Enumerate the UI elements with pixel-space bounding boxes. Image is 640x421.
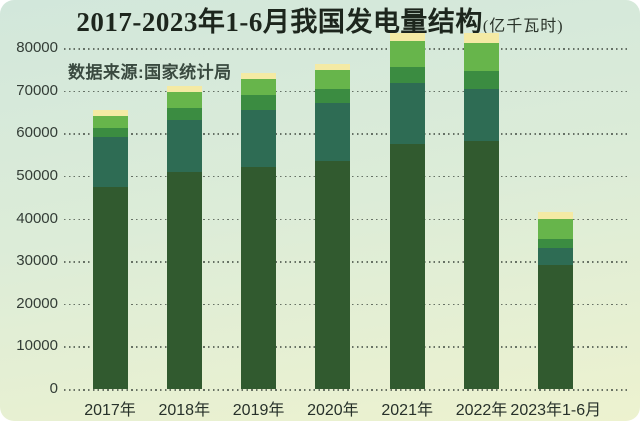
bar-segment-bright-green-segment — [92, 116, 128, 129]
bar-segment-dark-green-bottom-segment — [166, 171, 202, 389]
y-tick-label: 60000 — [16, 124, 58, 142]
plot-area — [64, 32, 630, 391]
bar-segment-medium-green-segment — [241, 94, 277, 110]
y-tick-label: 40000 — [16, 209, 58, 227]
y-tick-label: 30000 — [16, 252, 58, 270]
y-tick-label: 20000 — [16, 294, 58, 312]
chart-title-text: 2017-2023年1-6月我国发电量结构 — [76, 7, 483, 37]
x-tick-label: 2020年 — [307, 402, 359, 419]
bar-segment-teal-green-segment — [166, 119, 202, 172]
bar-segment-dark-green-bottom-segment — [92, 187, 128, 389]
bar-2022年 — [464, 32, 499, 389]
bar-segment-teal-green-segment — [538, 248, 574, 265]
bar-segment-medium-green-segment — [315, 88, 351, 104]
gridline — [64, 389, 630, 391]
bar-segment-pale-yellow-top-segment — [315, 63, 351, 70]
y-axis-labels: 0 10000 20000 30000 40000 50000 60000 70000 8000… — [0, 0, 58, 421]
bar-segment-bright-green-segment — [166, 91, 202, 109]
chart-title-unit: (亿千瓦时) — [482, 18, 564, 35]
y-tick-label: 70000 — [16, 81, 58, 99]
x-tick-label: 2018年 — [158, 402, 211, 419]
bar-2019年 — [241, 73, 277, 389]
chart-title: 2017-2023年1-6月我国发电量结构(亿千瓦时) — [0, 5, 640, 44]
bar-2020年 — [315, 63, 351, 389]
bar-segment-dark-green-bottom-segment — [538, 265, 574, 389]
bar-segment-dark-green-bottom-segment — [241, 167, 277, 389]
bar-segment-dark-green-bottom-segment — [389, 143, 425, 389]
gridline — [64, 48, 630, 50]
bar-segment-pale-yellow-top-segment — [464, 32, 499, 43]
bar-segment-dark-green-bottom-segment — [315, 161, 351, 389]
bar-segment-medium-green-segment — [538, 238, 574, 249]
bar-segment-teal-green-segment — [315, 103, 351, 162]
bar-segment-bright-green-segment — [389, 41, 425, 68]
bar-segment-pale-yellow-top-segment — [166, 85, 202, 92]
bar-segment-teal-green-segment — [92, 137, 128, 188]
bar-segment-medium-green-segment — [389, 67, 425, 84]
bar-segment-bright-green-segment — [538, 219, 574, 239]
x-axis-labels: 2017年 2018年 2019年 2020年 2021年 2022年 2023年1-6月 — [0, 396, 640, 419]
x-tick-label: 2019年 — [232, 402, 285, 419]
x-tick-label: 2021年 — [381, 402, 433, 419]
bar-segment-bright-green-segment — [241, 78, 277, 95]
bar-segment-teal-green-segment — [241, 109, 277, 168]
bar-segment-bright-green-segment — [315, 69, 351, 89]
bar-2021年 — [389, 33, 425, 389]
bar-segment-medium-green-segment — [92, 128, 128, 138]
y-tick-label: 0 — [49, 380, 58, 397]
bar-segment-pale-yellow-top-segment — [389, 33, 425, 42]
bar-segment-teal-green-segment — [389, 83, 425, 144]
bar-segment-medium-green-segment — [464, 70, 499, 89]
bar-segment-pale-yellow-top-segment — [241, 73, 277, 79]
x-tick-label: 2022年 — [455, 402, 508, 419]
x-tick-label: 2017年 — [84, 402, 136, 419]
bar-2023年1-6月 — [538, 212, 574, 389]
bar-segment-pale-yellow-top-segment — [92, 110, 128, 117]
source-note: 数据来源:国家统计局 — [68, 63, 232, 82]
bar-segment-bright-green-segment — [464, 42, 499, 71]
x-tick-label: 2023年1-6月 — [510, 402, 602, 419]
y-tick-label: 10000 — [16, 337, 58, 355]
bar-2018年 — [166, 85, 202, 389]
bar-2017年 — [92, 110, 128, 389]
y-tick-label: 50000 — [16, 166, 58, 184]
bar-segment-pale-yellow-top-segment — [538, 212, 574, 220]
bar-segment-dark-green-bottom-segment — [464, 140, 499, 389]
bar-segment-medium-green-segment — [166, 108, 202, 120]
bar-segment-teal-green-segment — [464, 88, 499, 141]
y-tick-label: 80000 — [16, 39, 58, 56]
